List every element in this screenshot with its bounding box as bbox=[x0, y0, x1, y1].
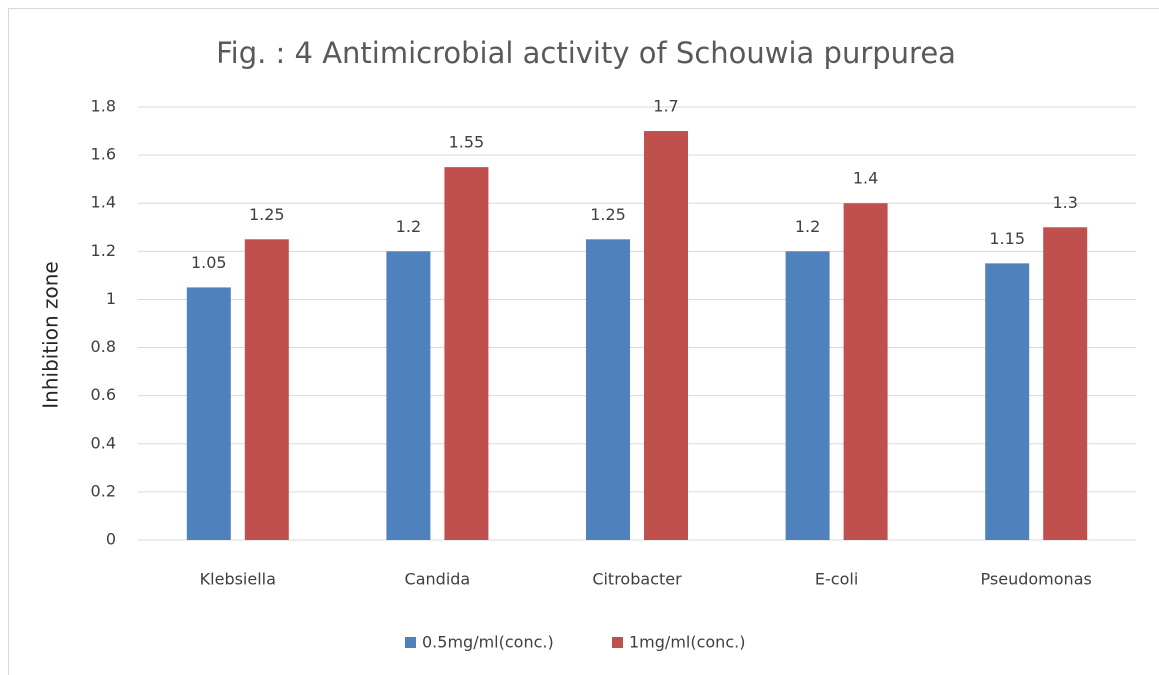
data-label: 1.3 bbox=[1052, 193, 1077, 212]
y-tick-label: 1.4 bbox=[91, 193, 116, 212]
data-label: 1.15 bbox=[989, 229, 1025, 248]
bar bbox=[186, 287, 231, 540]
x-tick-label: Pseudomonas bbox=[981, 570, 1092, 589]
data-label: 1.25 bbox=[249, 205, 285, 224]
legend-label: 1mg/ml(conc.) bbox=[629, 633, 745, 652]
y-tick-label: 1.6 bbox=[91, 145, 116, 164]
bar bbox=[1043, 227, 1088, 540]
bar bbox=[985, 263, 1030, 540]
y-axis-label: Inhibition zone bbox=[39, 261, 63, 408]
y-tick-label: 0.2 bbox=[91, 481, 116, 500]
x-tick-label: Citrobacter bbox=[592, 570, 682, 589]
y-tick-label: 0.6 bbox=[91, 385, 116, 404]
x-tick-label: Klebsiella bbox=[200, 570, 276, 589]
bar bbox=[843, 203, 888, 540]
y-tick-label: 1.2 bbox=[91, 241, 116, 260]
x-tick-label: E-coli bbox=[815, 570, 858, 589]
y-tick-label: 1 bbox=[106, 289, 116, 308]
bar bbox=[444, 167, 489, 540]
legend-label: 0.5mg/ml(conc.) bbox=[422, 633, 554, 652]
y-tick-label: 0.8 bbox=[91, 337, 116, 356]
bar bbox=[244, 239, 289, 541]
y-tick-label: 0.4 bbox=[91, 433, 116, 452]
bar bbox=[644, 131, 688, 541]
bar bbox=[785, 251, 830, 541]
data-label: 1.2 bbox=[795, 217, 820, 236]
y-tick-label: 0 bbox=[106, 530, 116, 549]
data-label: 1.7 bbox=[653, 97, 678, 116]
data-label: 1.05 bbox=[191, 253, 227, 272]
data-label: 1.2 bbox=[396, 217, 421, 236]
legend-swatch bbox=[405, 637, 416, 648]
data-label: 1.25 bbox=[590, 205, 626, 224]
data-label: 1.55 bbox=[449, 133, 485, 152]
y-tick-label: 1.8 bbox=[91, 97, 116, 116]
data-label: 1.4 bbox=[853, 169, 878, 188]
bar bbox=[386, 251, 431, 541]
x-tick-label: Candida bbox=[405, 570, 471, 589]
bar bbox=[586, 239, 630, 541]
chart-title: Fig. : 4 Antimicrobial activity of Schou… bbox=[216, 36, 956, 70]
legend-swatch bbox=[612, 637, 623, 648]
